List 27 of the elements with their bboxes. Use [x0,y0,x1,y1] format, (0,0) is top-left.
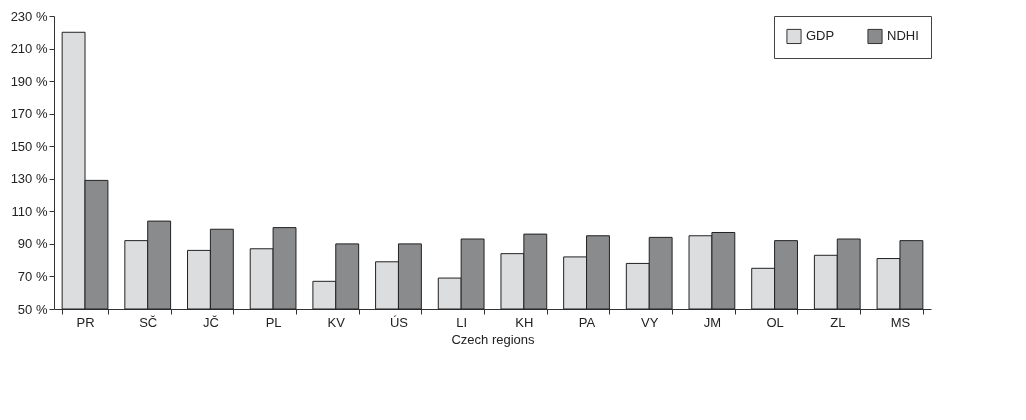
x-tick-label: KV [327,314,346,330]
y-tick-label: 230 % [10,8,48,24]
x-tick-label: JČ [202,314,219,330]
x-tick-label: MS [890,314,911,330]
y-tick-label: 90 % [17,236,48,252]
y-tick-label: 130 % [10,171,48,187]
legend-label: GDP [806,28,835,44]
x-tick-label: VY [641,314,659,330]
y-tick-label: 170 % [10,106,48,122]
y-tick-label: 70 % [17,268,48,284]
x-tick-label: ÚS [389,314,409,330]
x-tick-label: LI [456,314,468,330]
x-axis-title: Czech regions [451,331,536,347]
y-tick-label: 50 % [17,301,48,317]
x-tick-label: JM [703,314,722,330]
y-tick-label: 150 % [10,138,48,154]
x-tick-label: PL [265,314,282,330]
x-tick-label: KH [515,314,534,330]
x-tick-label: ZL [830,314,846,330]
y-tick-label: 210 % [10,41,48,57]
y-tick-label: 110 % [11,203,48,219]
x-tick-label: OL [766,314,784,330]
x-tick-label: PR [76,314,95,330]
x-tick-label: PA [578,314,596,330]
x-tick-label: SČ [139,314,158,330]
y-tick-label: 190 % [10,73,48,89]
legend-label: NDHI [887,28,919,44]
